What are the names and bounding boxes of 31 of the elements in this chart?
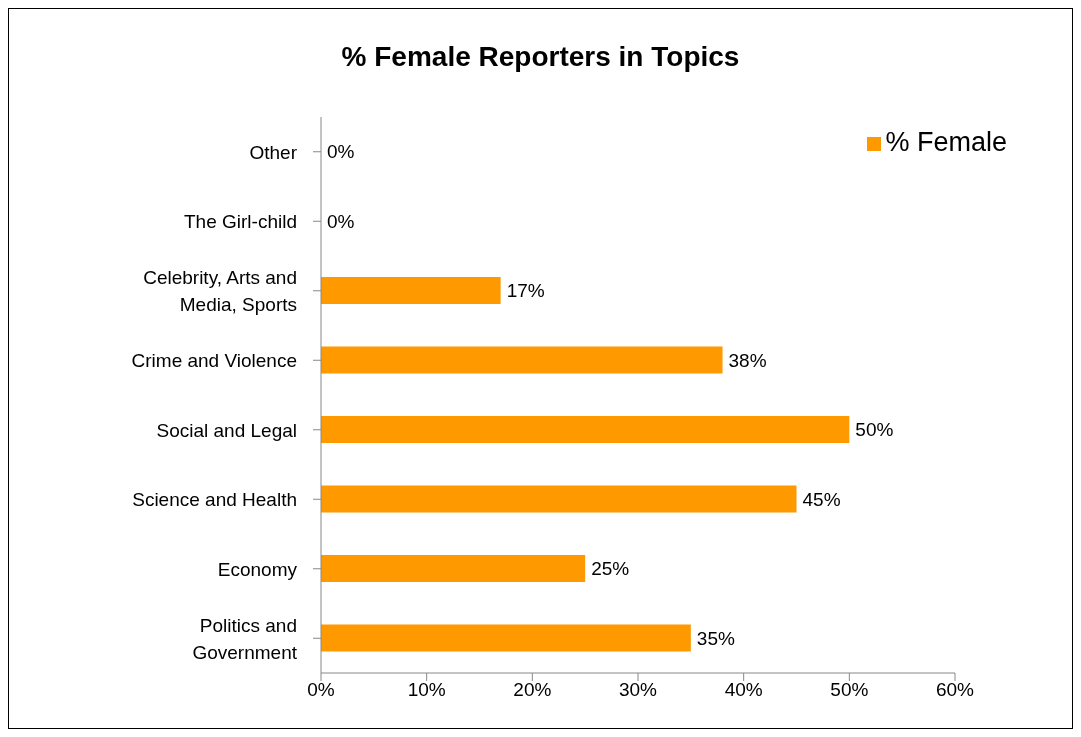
x-tick-label: 60% [935,679,975,701]
data-label: 0% [327,141,355,163]
data-label: 35% [696,627,735,649]
chart-title: % Female Reporters in Topics [340,41,741,73]
x-tick-label: 0% [307,679,335,701]
legend-label: % Female [885,127,1007,157]
data-label: 38% [728,349,767,371]
data-label: 25% [591,558,630,580]
y-tick-label: Other [249,141,298,163]
bar [321,416,850,443]
y-tick-label: Social and Legal [156,419,297,441]
x-tick-label: 20% [513,679,552,701]
y-tick-label: Celebrity, Arts and Media, Sports [143,266,297,315]
data-label: 17% [506,280,545,302]
bar [321,346,723,374]
y-tick-label: Economy [217,558,298,580]
x-tick-label: 30% [618,679,658,701]
bar [321,485,797,513]
data-label: 45% [802,488,841,510]
x-tick-label: 40% [724,679,763,701]
y-tick-label: Science and Health [132,488,297,510]
bar [321,555,586,582]
x-tick-label: 10% [407,679,446,701]
bar [321,277,501,304]
data-label: 50% [855,419,894,441]
x-tick-label: 50% [830,679,869,701]
y-tick-label: Politics and Government [192,614,298,663]
data-label: 0% [327,210,355,232]
y-tick-label: Crime and Violence [131,349,297,371]
y-tick-label: The Girl-child [184,210,297,232]
bar [321,624,691,652]
